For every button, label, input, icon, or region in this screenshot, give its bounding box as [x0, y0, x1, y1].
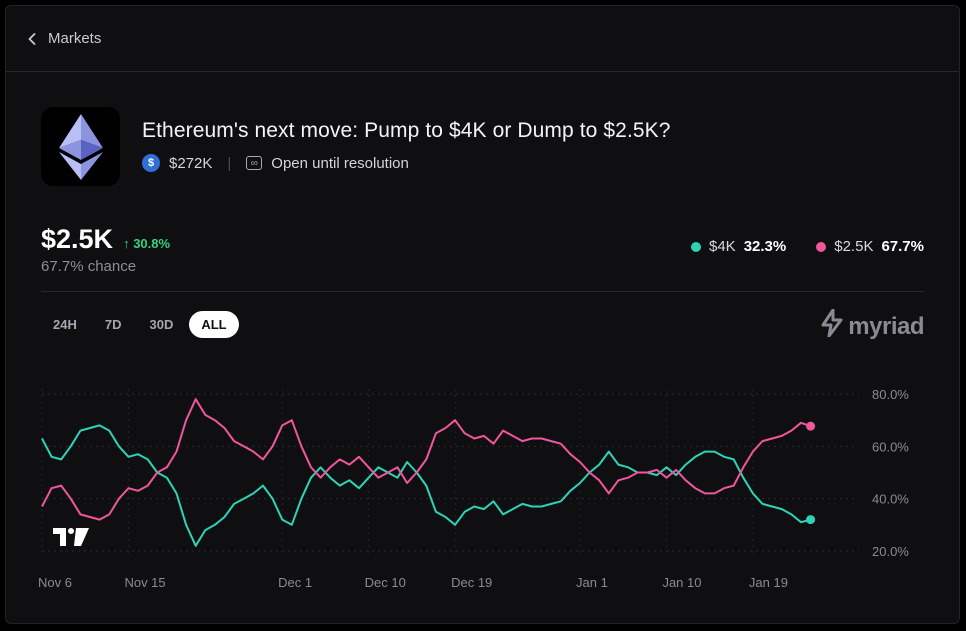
chance-text: 67.7% chance — [41, 258, 137, 275]
market-panel: Markets Ethereum's next move: Pump to $4… — [5, 5, 960, 624]
y-tick-label: 20.0% — [872, 544, 909, 559]
time-range-selector: 24H 7D 30D ALL — [41, 311, 239, 338]
x-tick-label: Dec 1 — [278, 575, 312, 590]
top-bar: Markets — [6, 6, 959, 72]
myriad-bolt-icon — [820, 308, 844, 344]
legend-label-4k: $4K — [709, 238, 736, 255]
range-30d-button[interactable]: 30D — [149, 317, 174, 332]
infinity-icon: ∞ — [246, 156, 263, 170]
legend-item-2-5k: $2.5K 67.7% — [816, 238, 924, 255]
back-label: Markets — [48, 30, 102, 47]
price-change: ↑ 30.8% — [123, 236, 171, 251]
chart-legend: $4K 32.3% $2.5K 67.7% — [691, 238, 924, 255]
series-line-2-5k — [41, 398, 811, 521]
range-7d-button[interactable]: 7D — [104, 317, 122, 332]
market-status: Open until resolution — [271, 154, 409, 172]
legend-item-4k: $4K 32.3% — [691, 238, 786, 255]
leading-outcome-price: $2.5K — [41, 224, 114, 254]
x-tick-label: Jan 1 — [576, 575, 608, 590]
x-tick-label: Dec 10 — [365, 575, 406, 590]
series-line-4k — [41, 424, 811, 547]
y-tick-label: 40.0% — [872, 492, 909, 507]
series-end-dot-4k — [806, 515, 816, 525]
price-summary: $2.5K ↑ 30.8% 67.7% chance — [41, 224, 170, 275]
x-tick-label: Jan 19 — [749, 575, 788, 590]
ethereum-logo-icon — [41, 107, 120, 186]
x-tick-label: Dec 19 — [451, 575, 492, 590]
x-tick-label: Nov 6 — [38, 575, 72, 590]
market-volume: $272K — [169, 154, 213, 172]
market-meta: $ $272K | ∞ Open until resolution — [142, 154, 671, 172]
market-title: Ethereum's next move: Pump to $4K or Dum… — [142, 119, 671, 142]
range-24h-button[interactable]: 24H — [53, 317, 77, 332]
x-tick-label: Jan 10 — [662, 575, 701, 590]
tradingview-logo-icon — [52, 526, 90, 553]
legend-value-2-5k: 67.7% — [881, 238, 924, 255]
y-tick-label: 60.0% — [872, 439, 909, 454]
legend-label-2-5k: $2.5K — [834, 238, 874, 255]
usdc-coin-icon: $ — [142, 154, 160, 172]
x-tick-label: Nov 15 — [124, 575, 165, 590]
legend-dot-4k — [691, 241, 701, 252]
meta-separator: | — [227, 154, 232, 172]
section-divider — [41, 291, 924, 292]
back-to-markets-link[interactable]: Markets — [28, 30, 101, 47]
y-tick-label: 80.0% — [872, 387, 909, 402]
chevron-left-icon — [28, 32, 36, 45]
price-chart[interactable]: 80.0% 60.0% 40.0% 20.0% Nov 6 Nov 15 Dec 1 Dec … — [6, 376, 960, 591]
series-end-dot-2-5k — [806, 421, 816, 431]
range-all-button[interactable]: ALL — [189, 311, 239, 338]
brand-name: myriad — [848, 312, 924, 340]
legend-value-4k: 32.3% — [743, 238, 787, 255]
legend-dot-2-5k — [816, 241, 827, 252]
price-change-value: 30.8% — [133, 236, 171, 251]
market-header: Ethereum's next move: Pump to $4K or Dum… — [41, 107, 671, 186]
myriad-brand: myriad — [820, 308, 924, 344]
